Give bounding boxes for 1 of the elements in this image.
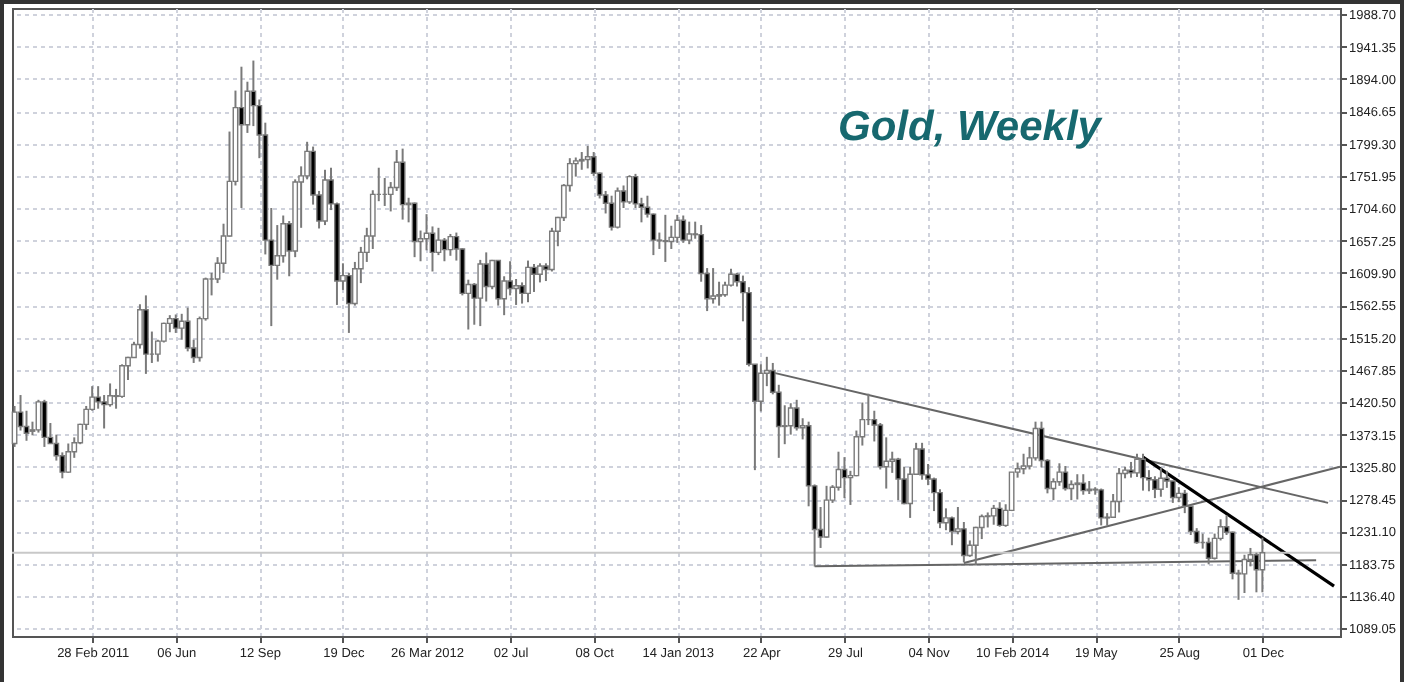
text: Gold, Weekly (838, 104, 1104, 150)
